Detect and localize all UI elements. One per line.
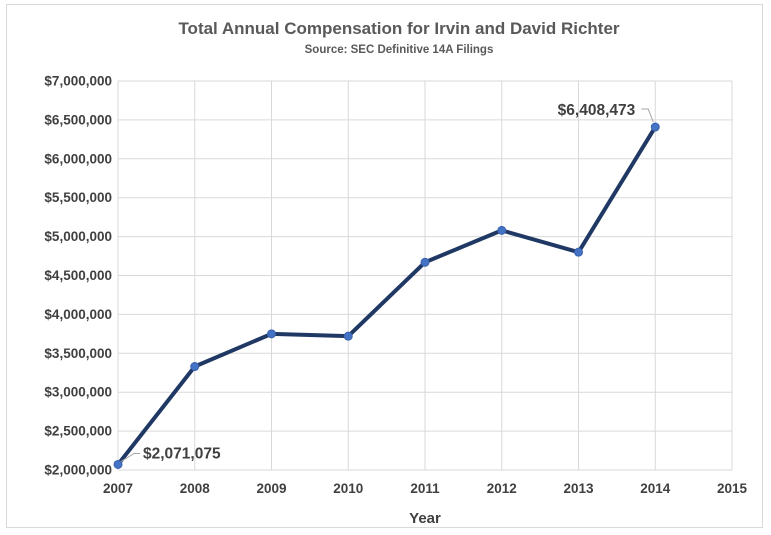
x-tick-label: 2007 <box>103 481 133 496</box>
x-tick-label: 2015 <box>717 481 748 496</box>
y-tick-label: $5,000,000 <box>44 229 112 244</box>
data-label: $6,408,473 <box>558 102 636 119</box>
data-point <box>343 331 353 341</box>
line-chart: Total Annual Compensation for Irvin and … <box>44 19 748 527</box>
x-axis-ticks: 2007 2008 2009 2010 2011 2012 2013 2014 2015 <box>103 481 748 496</box>
y-tick-label: $2,000,000 <box>44 463 112 478</box>
annotations: $2,071,075 $6,408,473 <box>120 102 654 462</box>
y-tick-label: $4,000,000 <box>44 307 112 322</box>
data-point <box>650 122 660 132</box>
series-line <box>116 125 658 467</box>
x-tick-label: 2010 <box>333 481 363 496</box>
x-tick-label: 2009 <box>256 481 286 496</box>
chart-subtitle: Source: SEC Definitive 14A Filings <box>305 44 494 56</box>
x-axis-label: Year <box>409 510 441 527</box>
data-point <box>267 329 276 339</box>
data-point <box>420 257 430 267</box>
chart-title: Total Annual Compensation for Irvin and … <box>178 19 619 38</box>
data-point <box>113 459 123 469</box>
y-tick-label: $3,000,000 <box>44 385 112 400</box>
data-label: $2,071,075 <box>143 445 221 462</box>
x-tick-label: 2012 <box>487 481 517 496</box>
gridlines <box>117 80 733 471</box>
data-point <box>190 362 200 372</box>
y-tick-label: $4,500,000 <box>44 268 112 283</box>
y-tick-label: $7,000,000 <box>44 74 112 89</box>
y-tick-label: $2,500,000 <box>44 424 112 439</box>
data-point <box>497 225 507 235</box>
series-layer <box>113 122 660 469</box>
x-tick-label: 2013 <box>563 481 594 496</box>
x-tick-label: 2008 <box>180 481 211 496</box>
x-tick-label: 2014 <box>640 481 671 496</box>
x-tick-label: 2011 <box>410 481 440 496</box>
chart-frame: Total Annual Compensation for Irvin and … <box>6 4 763 528</box>
y-axis-ticks: $2,000,000 $2,500,000 $3,000,000 $3,500,000… <box>44 74 112 478</box>
data-point <box>574 247 583 257</box>
leader-line <box>120 452 140 462</box>
y-tick-label: $5,500,000 <box>44 190 112 205</box>
leader-line <box>641 108 654 123</box>
y-tick-label: $3,500,000 <box>44 346 112 361</box>
y-tick-label: $6,000,000 <box>44 151 112 166</box>
y-tick-label: $6,500,000 <box>44 112 112 127</box>
